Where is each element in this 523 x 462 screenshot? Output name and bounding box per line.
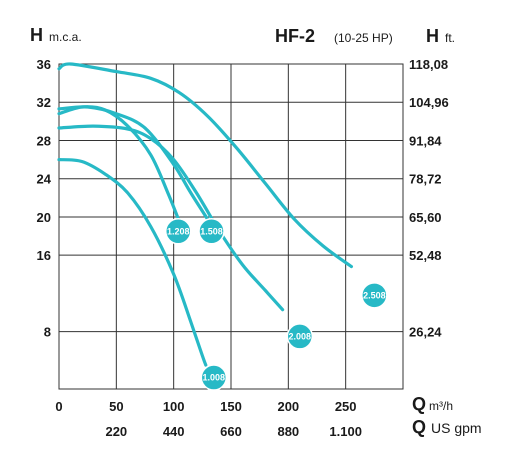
y-right-tick-label: 118,08	[409, 57, 448, 72]
series-label: 2.508	[363, 291, 386, 301]
chart-title: HF-2	[275, 26, 315, 46]
x-secondary-tick-label: 660	[220, 424, 242, 439]
x-primary-unit: m³/h	[429, 399, 453, 413]
y-right-tick-label: 91,84	[409, 133, 442, 148]
series-line-1008	[57, 158, 208, 367]
series-badge-1008	[200, 364, 228, 391]
series-badge-1208	[165, 218, 192, 245]
x-primary-tick-label: 50	[109, 399, 123, 414]
x-secondary-tick-label: 220	[105, 424, 127, 439]
chart-subtitle: (10-25 HP)	[334, 31, 393, 45]
x-primary-tick-label: 0	[55, 399, 62, 414]
series-line-2008	[57, 124, 285, 312]
y-left-tick-label: 16	[37, 248, 51, 263]
y-right-tick-label: 65,60	[409, 210, 442, 225]
y-left-symbol: H	[30, 25, 43, 45]
y-left-unit: m.c.a.	[49, 30, 82, 44]
y-left-tick-label: 36	[37, 57, 51, 72]
series-badge-2008	[286, 323, 314, 350]
y-right-symbol: H	[426, 26, 439, 46]
series-badge-1508	[198, 218, 225, 245]
x-primary-tick-label: 100	[163, 399, 185, 414]
x-primary-tick-label: 200	[277, 399, 299, 414]
series-label: 2.008	[289, 332, 312, 342]
y-left-tick-label: 8	[44, 325, 51, 340]
y-right-unit: ft.	[445, 31, 455, 45]
y-left-tick-label: 24	[37, 172, 52, 187]
series-line-1208	[57, 105, 181, 224]
y-right-tick-label: 26,24	[409, 325, 442, 340]
x-secondary-tick-label: 880	[277, 424, 299, 439]
series-label: 1.008	[203, 373, 226, 383]
x-primary-tick-label: 250	[335, 399, 357, 414]
series-label: 1.508	[200, 226, 223, 236]
series-line-1508	[57, 105, 211, 224]
y-left-tick-label: 28	[37, 133, 51, 148]
series-badge-2508	[361, 282, 388, 309]
y-right-tick-label: 104,96	[409, 95, 449, 110]
series-label: 1.208	[167, 226, 190, 236]
y-left-tick-label: 20	[37, 210, 51, 225]
x-secondary-unit: US gpm	[431, 420, 482, 436]
x-primary-symbol: Q	[412, 394, 426, 414]
y-left-tick-label: 32	[37, 95, 51, 110]
grid	[58, 63, 404, 390]
x-secondary-tick-label: 440	[163, 424, 185, 439]
curves	[57, 62, 353, 367]
x-secondary-symbol: Q	[412, 417, 426, 437]
y-right-tick-label: 52,48	[409, 248, 442, 263]
series-line-2508	[57, 62, 353, 269]
tick-labels: 8 16 20 24 28 32 36 26,24 52,48 65,60 78,72 91,84 10…	[37, 57, 449, 439]
y-right-tick-label: 78,72	[409, 172, 442, 187]
x-primary-tick-label: 150	[220, 399, 242, 414]
curve-badges: 1.008 1.208 1.508 2.008 2.508	[165, 218, 388, 391]
x-secondary-tick-label: 1.100	[329, 424, 362, 439]
